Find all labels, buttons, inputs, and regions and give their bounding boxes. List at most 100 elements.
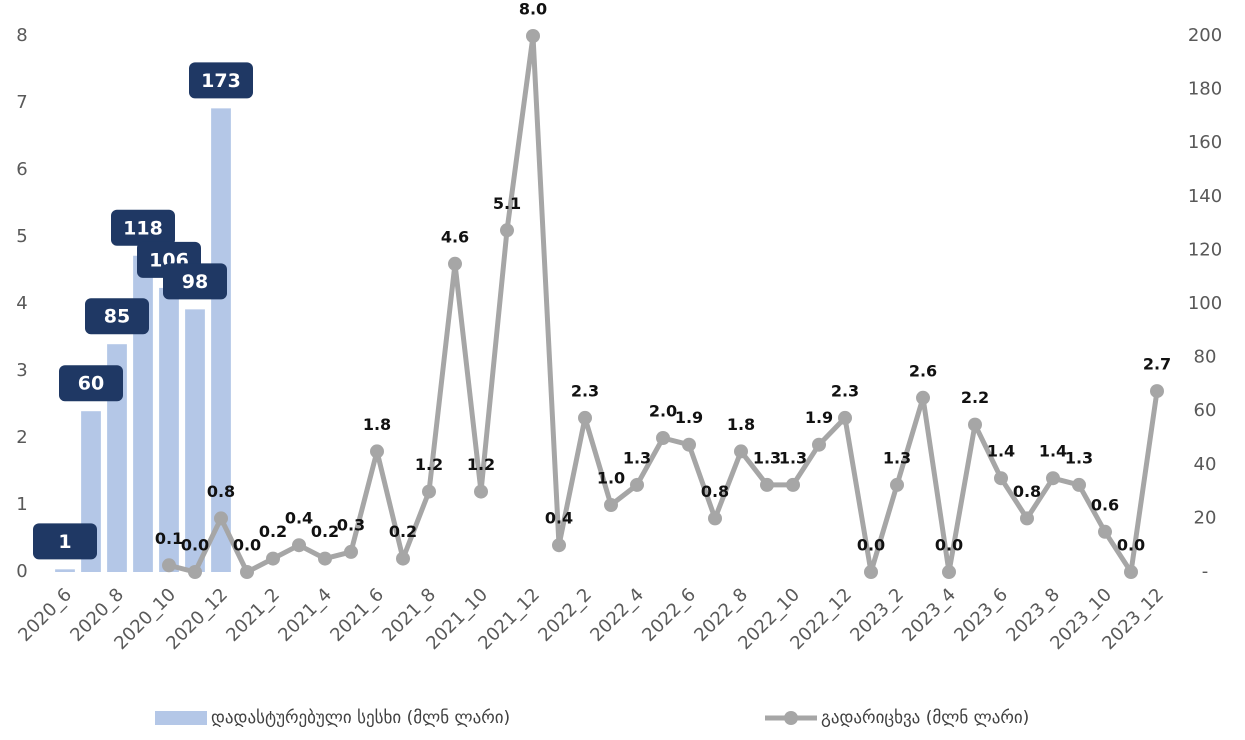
line-value-label: 0.2: [389, 522, 417, 541]
line-value-label: 2.3: [831, 381, 859, 400]
y2-tick-label: 40: [1194, 454, 1217, 475]
y-tick-label: 6: [16, 159, 27, 180]
bar-label: 1: [33, 523, 97, 560]
bar-value-label: 85: [104, 306, 130, 328]
line-marker: [604, 498, 618, 512]
line-value-label: 1.9: [805, 408, 833, 427]
line-value-label: 0.2: [259, 522, 287, 541]
line-marker: [1072, 477, 1086, 492]
line-marker: [292, 538, 306, 553]
line-marker: [812, 437, 826, 452]
line-value-label: 4.6: [441, 227, 469, 246]
line-value-label: 1.9: [675, 408, 703, 427]
line-marker: [890, 477, 904, 492]
bar-label-box: [59, 365, 123, 402]
line-value-label: 0.2: [311, 522, 339, 541]
y-tick-label: 5: [16, 226, 27, 247]
line-marker: [162, 558, 176, 573]
line-marker: [656, 431, 670, 445]
line-value-label: 0.1: [155, 529, 183, 548]
line-value-label: 0.0: [233, 536, 261, 555]
line-marker: [1150, 384, 1164, 399]
line-marker: [1098, 524, 1112, 539]
bar: [133, 255, 153, 572]
line-value-label: 0.0: [1117, 536, 1145, 555]
legend-swatch: [155, 711, 207, 725]
line-value-label: 2.3: [571, 381, 599, 400]
line-marker: [318, 551, 332, 566]
line-marker: [370, 444, 384, 459]
line-marker: [526, 29, 540, 43]
y2-tick-label: 80: [1194, 347, 1217, 368]
line-value-label: 1.3: [883, 448, 911, 467]
line-value-label: 1.0: [597, 469, 625, 488]
y-tick-label: 8: [16, 25, 27, 46]
x-tick-label: 2021_6: [326, 584, 388, 646]
y2-tick-label: 140: [1188, 186, 1222, 207]
line: [168, 33, 1160, 575]
x-tick-label: 2022_6: [638, 584, 700, 646]
line-marker: [214, 511, 228, 526]
line-value-label: 0.8: [207, 482, 235, 501]
bar-value-label: 60: [78, 373, 104, 395]
line-value-label: 1.8: [363, 415, 391, 434]
line-marker: [942, 565, 956, 579]
bar-label: 60: [59, 365, 123, 402]
line-value-label: 0.0: [857, 536, 885, 555]
line-marker: [552, 538, 566, 553]
y2-tick-label: 60: [1194, 400, 1217, 421]
line-value-label: 1.3: [623, 448, 651, 467]
x-tick-label: 2022_4: [586, 584, 648, 646]
bar-label-box: [85, 298, 149, 335]
line-value-label: 2.2: [961, 388, 989, 407]
legend-marker: [784, 711, 798, 725]
line-marker: [578, 410, 592, 425]
x-tick-label: 2022_2: [534, 584, 596, 646]
line-value-label: 0.6: [1091, 495, 1119, 514]
line-marker: [864, 565, 878, 579]
line-marker: [682, 437, 696, 452]
line-marker: [630, 477, 644, 492]
line-value-label: 5.1: [493, 194, 521, 213]
bar-value-label: 173: [201, 70, 241, 92]
legend-label: დადასტურებული სესხი (მლნ ლარი): [211, 708, 510, 728]
y-tick-label: 3: [16, 360, 27, 381]
line-marker: [1046, 471, 1060, 486]
bar-label: 173: [189, 62, 253, 99]
line-marker: [448, 256, 462, 271]
bar: [55, 569, 75, 572]
line-marker: [1020, 511, 1034, 526]
bar-label-box: [189, 62, 253, 99]
line-value-label: 1.3: [1065, 448, 1093, 467]
line-value-label: 2.6: [909, 361, 937, 380]
line-value-label: 0.4: [285, 509, 313, 528]
line-value-label: 0.3: [337, 515, 365, 534]
y-tick-label: 2: [16, 427, 27, 448]
line-value-label: 1.3: [753, 448, 781, 467]
y-tick-label: 0: [16, 561, 27, 582]
line-value-label: 1.2: [415, 455, 443, 474]
y2-tick-label: 100: [1188, 293, 1222, 314]
line-value-label: 2.7: [1143, 355, 1171, 374]
line-value-label: 1.2: [467, 455, 495, 474]
line-value-label: 1.3: [779, 448, 807, 467]
bar-label-box: [111, 209, 175, 246]
bar: [185, 309, 205, 572]
y2-tick-label: 160: [1188, 132, 1222, 153]
line-value-label: 2.0: [649, 402, 677, 421]
bar-label: 118: [111, 209, 175, 246]
x-tick-label: 2023_6: [950, 584, 1012, 646]
line-marker: [396, 551, 410, 566]
line-value-label: 1.4: [987, 442, 1015, 461]
line-marker: [786, 477, 800, 492]
x-tick-label: 2021_2: [222, 584, 284, 646]
y2-tick-label: -: [1202, 561, 1209, 582]
y2-tick-label: 180: [1188, 79, 1222, 100]
y-tick-label: 4: [16, 293, 27, 314]
line-value-label: 8.0: [519, 0, 547, 19]
line-marker: [422, 484, 436, 499]
y2-tick-label: 120: [1188, 239, 1222, 260]
line-marker: [968, 417, 982, 432]
line-value-label: 0.0: [935, 536, 963, 555]
